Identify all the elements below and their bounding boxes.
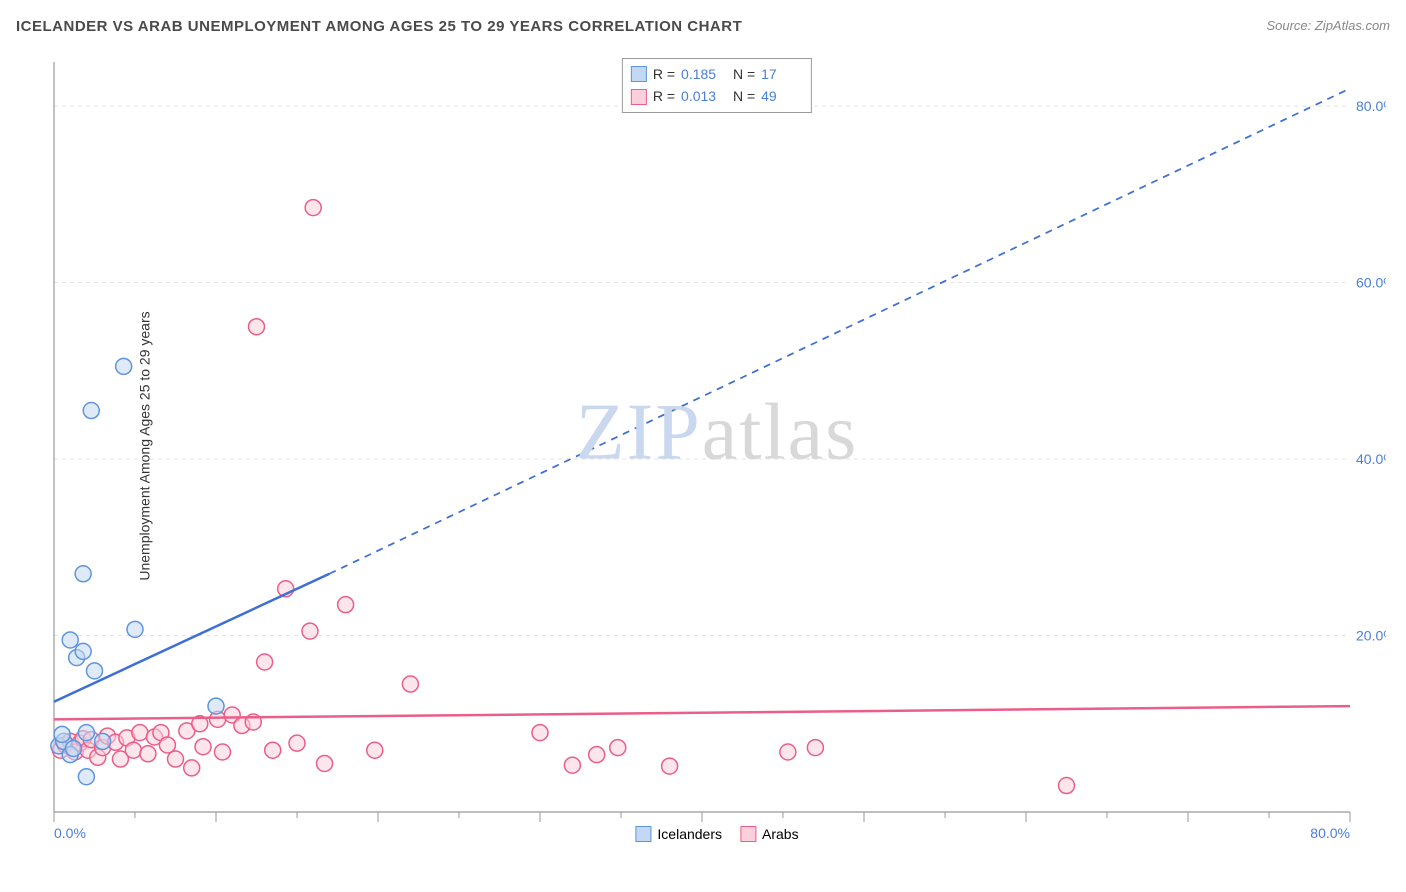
r-label: R =	[653, 85, 675, 107]
svg-text:40.0%: 40.0%	[1356, 451, 1386, 467]
n-value-arabs: 49	[761, 85, 803, 107]
n-label: N =	[729, 85, 755, 107]
r-value-arabs: 0.013	[681, 85, 723, 107]
swatch-icelanders-icon	[635, 826, 651, 842]
plot-area: R = 0.185 N = 17 R = 0.013 N = 49 ZIPatl…	[48, 56, 1386, 842]
svg-text:0.0%: 0.0%	[54, 825, 86, 841]
n-value-icelanders: 17	[761, 63, 803, 85]
legend-label-icelanders: Icelanders	[657, 826, 722, 842]
swatch-icelanders-icon	[631, 66, 647, 82]
swatch-arabs-icon	[631, 89, 647, 105]
source-label: Source: ZipAtlas.com	[1266, 18, 1390, 33]
series-legend: Icelanders Arabs	[635, 826, 798, 842]
legend-row-icelanders: R = 0.185 N = 17	[631, 63, 803, 85]
r-label: R =	[653, 63, 675, 85]
legend-row-arabs: R = 0.013 N = 49	[631, 85, 803, 107]
scatter-plot-svg: 20.0% 40.0% 60.0% 80.0% 0.0% 80.0%	[48, 56, 1386, 842]
legend-item-arabs: Arabs	[740, 826, 799, 842]
r-value-icelanders: 0.185	[681, 63, 723, 85]
header: ICELANDER VS ARAB UNEMPLOYMENT AMONG AGE…	[16, 18, 1390, 35]
legend-item-icelanders: Icelanders	[635, 826, 722, 842]
chart-title: ICELANDER VS ARAB UNEMPLOYMENT AMONG AGE…	[16, 18, 742, 35]
svg-text:80.0%: 80.0%	[1356, 98, 1386, 114]
correlation-legend: R = 0.185 N = 17 R = 0.013 N = 49	[622, 58, 812, 113]
chart-container: ICELANDER VS ARAB UNEMPLOYMENT AMONG AGE…	[0, 0, 1406, 892]
svg-text:60.0%: 60.0%	[1356, 275, 1386, 291]
n-label: N =	[729, 63, 755, 85]
swatch-arabs-icon	[740, 826, 756, 842]
legend-label-arabs: Arabs	[762, 826, 799, 842]
svg-text:80.0%: 80.0%	[1310, 825, 1350, 841]
svg-text:20.0%: 20.0%	[1356, 628, 1386, 644]
